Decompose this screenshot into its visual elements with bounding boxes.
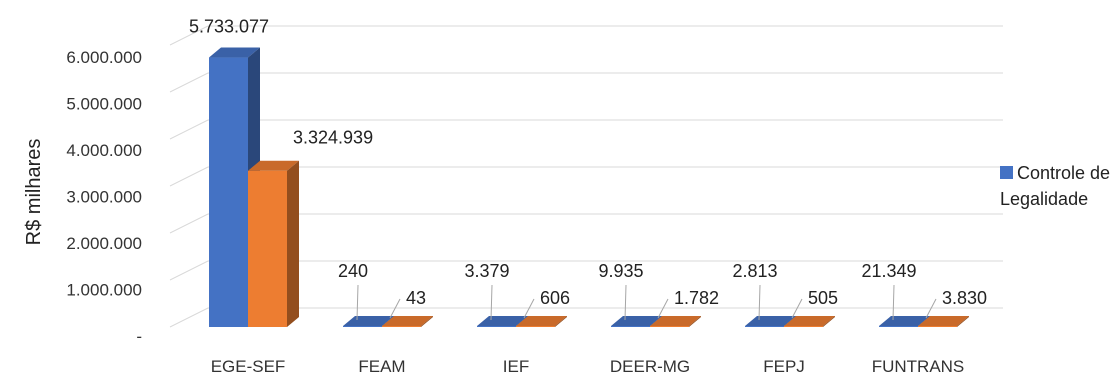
data-label: 9.935: [598, 261, 643, 281]
x-category-label: FEPJ: [763, 357, 805, 376]
bar-side: [555, 316, 567, 327]
y-axis-label: R$ milhares: [23, 139, 45, 246]
x-axis-categories: EGE-SEF FEAM IEF DEER-MG FEPJ FUNTRANS: [211, 357, 965, 376]
y-tick-label: -: [136, 327, 142, 346]
y-tick-label: 2.000.000: [66, 234, 142, 253]
leader-line: [791, 298, 803, 319]
y-tick-label: 5.000.000: [66, 94, 142, 113]
bar: [745, 326, 784, 327]
gridline-diag: [169, 307, 209, 328]
data-label: 21.349: [861, 261, 916, 281]
data-label: 606: [540, 288, 570, 308]
bar-top: [248, 160, 299, 171]
data-labels: 5.733.077 3.324.939 240 43 3.379 606 9.935 1.78…: [189, 17, 987, 321]
bar: [611, 326, 650, 327]
legend-swatch: [1000, 166, 1013, 179]
leader-line: [925, 298, 937, 319]
bar: [248, 170, 287, 327]
data-label: 5.733.077: [189, 17, 269, 37]
x-category-label: IEF: [503, 357, 529, 376]
x-category-label: DEER-MG: [610, 357, 690, 376]
bar-top: [784, 316, 835, 326]
bar: [784, 326, 823, 327]
bar: [879, 325, 918, 327]
bar-side: [823, 316, 835, 327]
data-label: 240: [338, 261, 368, 281]
data-label: 1.782: [674, 288, 719, 308]
y-tick-label: 4.000.000: [66, 141, 142, 160]
x-category-label: EGE-SEF: [211, 357, 286, 376]
y-tick-label: 6.000.000: [66, 48, 142, 67]
bar-side: [957, 316, 969, 327]
leader-line: [356, 284, 359, 321]
leader-line: [523, 298, 535, 319]
leader-line: [624, 284, 627, 321]
x-category-label: FEAM: [358, 357, 405, 376]
bars: [209, 47, 969, 327]
gridline-diag: [169, 72, 209, 93]
bar-top: [745, 316, 796, 326]
bar-top: [209, 47, 260, 58]
data-label: 3.324.939: [293, 128, 373, 148]
bar-top: [879, 315, 930, 326]
bar-top: [343, 316, 394, 326]
x-category-label: FUNTRANS: [872, 357, 965, 376]
leader-line: [490, 284, 493, 321]
gridline-diag: [169, 119, 209, 140]
gridline-diag: [169, 25, 209, 46]
bar: [918, 326, 957, 327]
bar-top: [382, 316, 433, 326]
bar: [343, 326, 382, 327]
gridline-diag: [169, 260, 209, 281]
gridlines: [169, 25, 1003, 328]
y-tick-label: 1.000.000: [66, 280, 142, 299]
bar-top: [918, 316, 969, 326]
gridline-diag: [169, 166, 209, 187]
data-label: 2.813: [732, 261, 777, 281]
bar-side: [689, 316, 701, 327]
leader-line: [758, 284, 761, 321]
data-label: 43: [406, 288, 426, 308]
bar-side: [287, 160, 299, 327]
gridline-diag: [169, 213, 209, 234]
bar: [516, 326, 555, 327]
data-label: 505: [808, 288, 838, 308]
bar: [382, 326, 421, 327]
bar-side: [421, 316, 433, 327]
leader-line: [657, 298, 669, 319]
y-axis-ticks: - 1.000.000 2.000.000 3.000.000 4.000.000 5.0…: [66, 48, 142, 346]
bar-top: [516, 316, 567, 326]
legend-label: Controle de Legalidade: [1000, 163, 1111, 209]
data-label: 3.830: [942, 288, 987, 308]
bar-top: [650, 316, 701, 326]
leader-line: [892, 284, 895, 321]
bar-top: [477, 316, 528, 326]
data-label: 3.379: [464, 261, 509, 281]
bar: [650, 326, 689, 327]
leader-line: [389, 298, 401, 319]
bar-top: [611, 316, 662, 326]
y-tick-label: 3.000.000: [66, 187, 142, 206]
bar: [209, 57, 248, 327]
bar: [477, 326, 516, 327]
legend: Controle de Legalidade: [1000, 160, 1115, 212]
